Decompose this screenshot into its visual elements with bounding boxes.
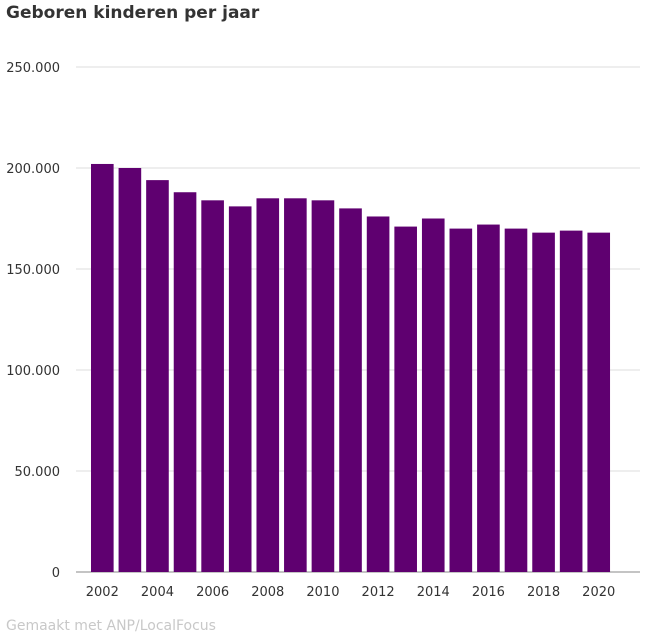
y-tick-label: 100.000 bbox=[6, 364, 60, 379]
x-tick-label: 2016 bbox=[472, 585, 505, 600]
bar-2019 bbox=[559, 230, 583, 572]
bar-2007 bbox=[228, 206, 252, 572]
x-tick-label: 2012 bbox=[362, 585, 395, 600]
bar-2014 bbox=[421, 218, 445, 572]
x-tick-label: 2008 bbox=[251, 585, 284, 600]
bar-2017 bbox=[504, 228, 528, 572]
x-tick-label: 2010 bbox=[306, 585, 339, 600]
bar-2020 bbox=[587, 232, 611, 572]
bar-2010 bbox=[311, 200, 335, 572]
y-tick-label: 50.000 bbox=[15, 465, 61, 480]
x-tick-label: 2018 bbox=[527, 585, 560, 600]
y-tick-label: 150.000 bbox=[6, 263, 60, 278]
credit-link[interactable]: Gemaakt met ANP/LocalFocus bbox=[6, 618, 216, 634]
bar-2004 bbox=[146, 180, 169, 572]
bar-2016 bbox=[477, 224, 500, 572]
x-tick-label: 2020 bbox=[582, 585, 615, 600]
x-tick-label: 2006 bbox=[196, 585, 229, 600]
bar-2002 bbox=[91, 163, 114, 572]
x-tick-label: 2002 bbox=[86, 585, 119, 600]
y-tick-label: 200.000 bbox=[6, 162, 60, 177]
chart-title: Geboren kinderen per jaar bbox=[6, 3, 260, 23]
bar-2009 bbox=[284, 198, 307, 573]
bar-2015 bbox=[449, 228, 473, 572]
bar-2018 bbox=[532, 232, 555, 572]
bar-2013 bbox=[394, 226, 417, 572]
bar-2006 bbox=[201, 200, 224, 572]
bar-2012 bbox=[366, 216, 390, 573]
y-tick-label: 0 bbox=[52, 566, 60, 581]
x-tick-label: 2004 bbox=[141, 585, 174, 600]
bar-2005 bbox=[173, 192, 197, 573]
x-tick-label: 2014 bbox=[417, 585, 450, 600]
bar-2008 bbox=[256, 198, 280, 573]
bar-2003 bbox=[118, 168, 142, 572]
bar-2011 bbox=[339, 208, 362, 572]
y-tick-label: 250.000 bbox=[6, 61, 60, 76]
